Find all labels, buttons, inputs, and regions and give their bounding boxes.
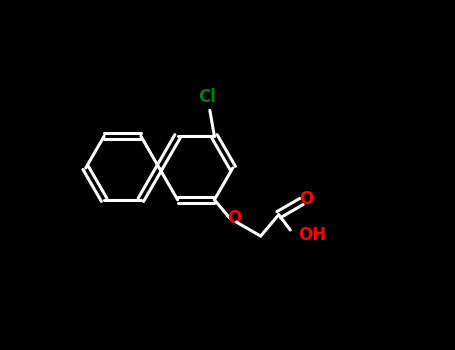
Text: OH: OH <box>298 226 327 244</box>
Text: O: O <box>227 209 242 227</box>
Text: O: O <box>299 190 313 208</box>
Text: Cl: Cl <box>198 88 216 106</box>
